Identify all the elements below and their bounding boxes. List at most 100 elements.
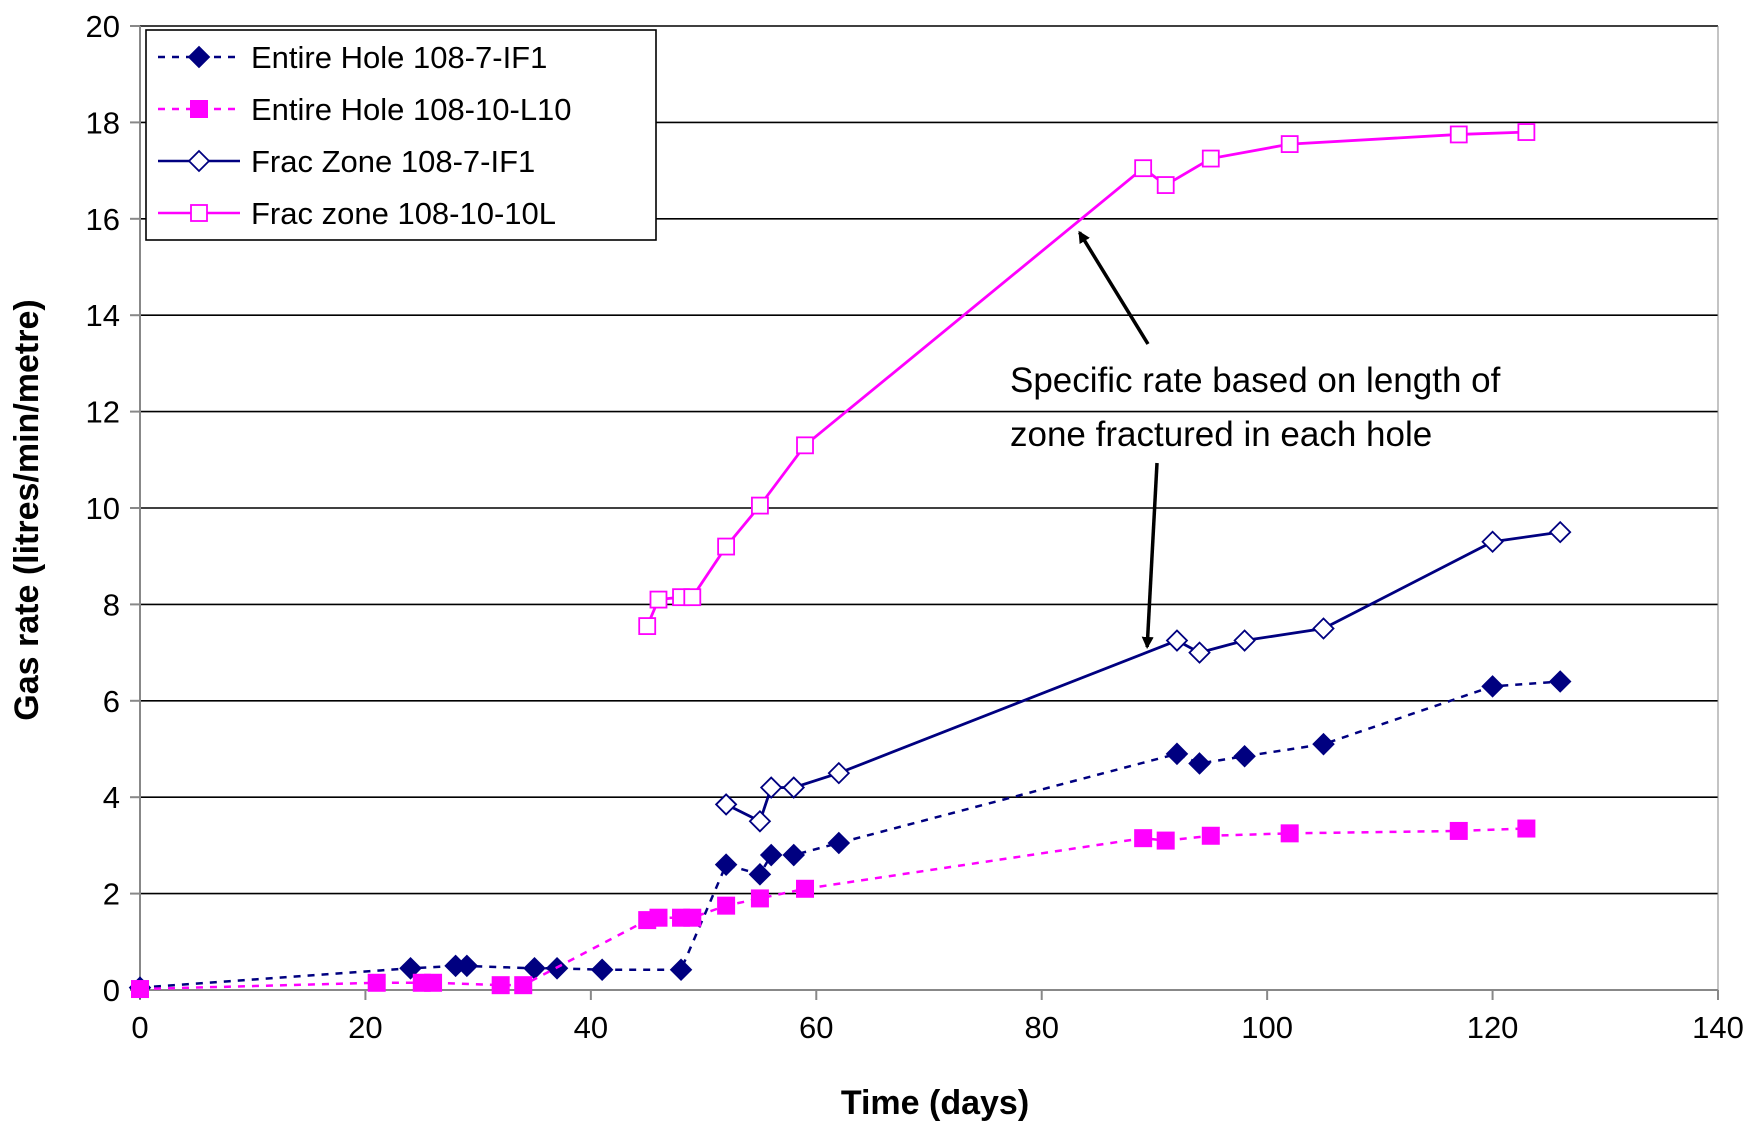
data-point — [669, 958, 693, 982]
data-point — [190, 204, 208, 222]
data-point — [1481, 675, 1504, 698]
annotation-text: Specific rate based on length of — [1010, 361, 1501, 400]
data-point — [187, 45, 211, 69]
series-line — [725, 530, 1561, 824]
data-point — [649, 908, 668, 927]
y-tick-label: 14 — [86, 298, 120, 333]
y-axis-title: Gas rate (litres/min/metre) — [8, 299, 46, 720]
data-point — [827, 831, 851, 855]
data-point — [717, 896, 736, 915]
data-point — [759, 776, 783, 799]
y-tick-label: 2 — [103, 877, 120, 912]
data-point — [759, 843, 783, 867]
x-tick-label: 140 — [1692, 1010, 1744, 1045]
legend-label: Frac Zone 108-7-IF1 — [251, 144, 535, 179]
series-line — [139, 827, 1527, 991]
data-point — [1517, 819, 1536, 838]
legend: Entire Hole 108-7-IF1 Entire Hole 108-10-… — [145, 29, 657, 241]
y-tick-label: 4 — [103, 780, 120, 815]
y-tick-label: 18 — [86, 105, 120, 140]
data-point — [1165, 742, 1189, 766]
data-point — [782, 843, 806, 867]
legend-entry: Frac Zone 108-7-IF1 — [158, 144, 535, 179]
legend-label: Frac zone 108-10-10L — [251, 196, 556, 231]
data-point — [1201, 826, 1220, 845]
annotation-text: zone fractured in each hole — [1010, 415, 1432, 454]
data-point — [491, 976, 510, 995]
data-point — [751, 496, 769, 515]
data-point — [717, 537, 736, 556]
x-tick-label: 40 — [574, 1010, 608, 1045]
legend-entry: Entire Hole 108-7-IF1 — [158, 40, 547, 75]
data-point — [1156, 831, 1175, 850]
legend-entry: Frac zone 108-10-10L — [158, 196, 556, 231]
annotation: Specific rate based on length of zone fra… — [1010, 230, 1501, 649]
data-point — [1548, 670, 1572, 693]
data-point — [714, 793, 738, 816]
data-point — [1312, 617, 1335, 640]
data-point — [514, 976, 533, 995]
annotation-arrow — [1078, 230, 1150, 345]
data-point — [190, 100, 208, 118]
data-point — [1201, 149, 1220, 168]
data-point — [1165, 629, 1189, 652]
data-point — [1449, 125, 1468, 144]
data-point — [399, 957, 422, 980]
data-point — [131, 980, 149, 999]
grid — [140, 25, 1718, 895]
data-point — [1188, 641, 1211, 664]
data-point — [590, 958, 614, 982]
x-tick-label: 60 — [799, 1010, 833, 1045]
data-point — [796, 879, 815, 898]
y-tick-label: 16 — [86, 202, 120, 237]
data-point — [523, 957, 546, 980]
series-2 — [131, 819, 1536, 999]
data-point — [1134, 159, 1153, 178]
data-point — [1134, 829, 1153, 848]
data-point — [1280, 135, 1299, 153]
x-tick-label: 0 — [131, 1010, 148, 1045]
data-point — [683, 588, 702, 607]
data-point — [424, 973, 443, 992]
data-point — [1517, 123, 1536, 141]
y-tick-label: 6 — [103, 684, 120, 719]
data-point — [827, 761, 851, 785]
data-point — [748, 863, 772, 886]
x-tick-label: 120 — [1467, 1010, 1519, 1045]
data-point — [638, 617, 657, 635]
data-point — [367, 973, 386, 992]
data-point — [455, 954, 479, 978]
data-point — [683, 908, 702, 927]
legend-box — [145, 29, 657, 241]
y-tick-label: 0 — [103, 973, 120, 1008]
data-point — [1449, 821, 1468, 840]
data-point — [1233, 744, 1256, 768]
series-1 — [128, 670, 1572, 999]
x-axis-title: Time (days) — [841, 1084, 1029, 1122]
data-point — [649, 590, 668, 609]
axes: 0 2 4 6 8 10 12 14 16 18 20 0 20 40 60 80 100 120 140 — [86, 9, 1744, 1045]
data-point — [1548, 520, 1572, 544]
y-tick-label: 8 — [103, 587, 120, 622]
data-point — [782, 776, 806, 799]
x-tick-label: 80 — [1024, 1010, 1058, 1045]
data-point — [187, 149, 211, 173]
series-4 — [638, 123, 1536, 635]
x-tick-label: 20 — [348, 1010, 382, 1045]
x-tick-label: 100 — [1241, 1010, 1293, 1045]
data-point — [1280, 824, 1299, 843]
legend-label: Entire Hole 108-7-IF1 — [251, 40, 547, 75]
legend-entry: Entire Hole 108-10-L10 — [158, 92, 572, 127]
y-tick-label: 20 — [86, 9, 120, 44]
data-point — [1188, 752, 1211, 775]
data-point — [1156, 176, 1175, 194]
series — [128, 123, 1572, 999]
data-point — [748, 810, 772, 833]
data-point — [714, 853, 738, 876]
data-point — [1312, 732, 1335, 756]
data-point — [750, 889, 769, 908]
series-line — [139, 680, 1561, 989]
data-point — [796, 436, 814, 455]
series-3 — [714, 520, 1572, 833]
